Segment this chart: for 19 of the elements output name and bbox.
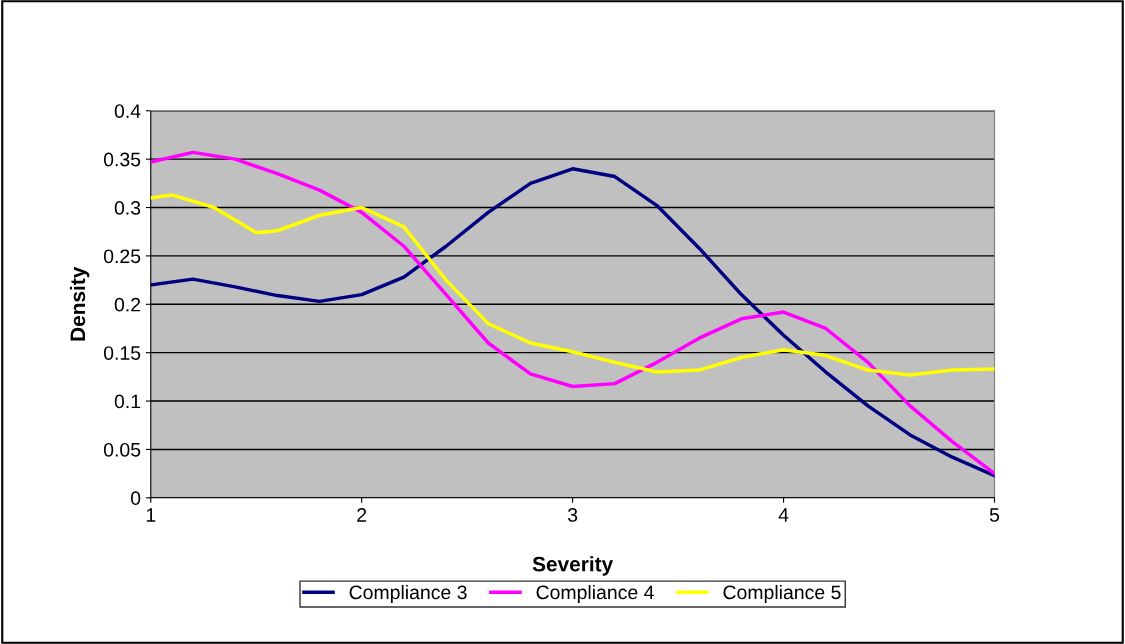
y-tick-label: 0.3 — [114, 201, 141, 215]
legend-label: Compliance 5 — [723, 584, 841, 604]
x-tick-label: 1 — [146, 508, 156, 522]
y-tick-label: 0.05 — [103, 442, 141, 457]
x-axis-title: Severity — [532, 556, 614, 576]
y-tick-label: 0.1 — [114, 394, 141, 409]
y-tick-label: 0.2 — [114, 297, 141, 312]
y-axis-title: Density — [69, 266, 90, 341]
y-tick-label: 0.25 — [103, 249, 141, 264]
y-tick-label: 0.35 — [103, 152, 141, 167]
x-tick-label: 4 — [778, 508, 789, 522]
x-tick-label: 5 — [989, 508, 1000, 522]
legend-label: Compliance 4 — [536, 584, 654, 604]
y-tick-label: 0.15 — [103, 346, 141, 360]
legend-label: Compliance 3 — [349, 584, 467, 604]
y-tick-label: 0 — [130, 491, 141, 506]
x-tick-label: 3 — [567, 508, 578, 522]
x-tick-label: 2 — [357, 508, 367, 522]
y-tick-label: 0.4 — [114, 104, 141, 118]
